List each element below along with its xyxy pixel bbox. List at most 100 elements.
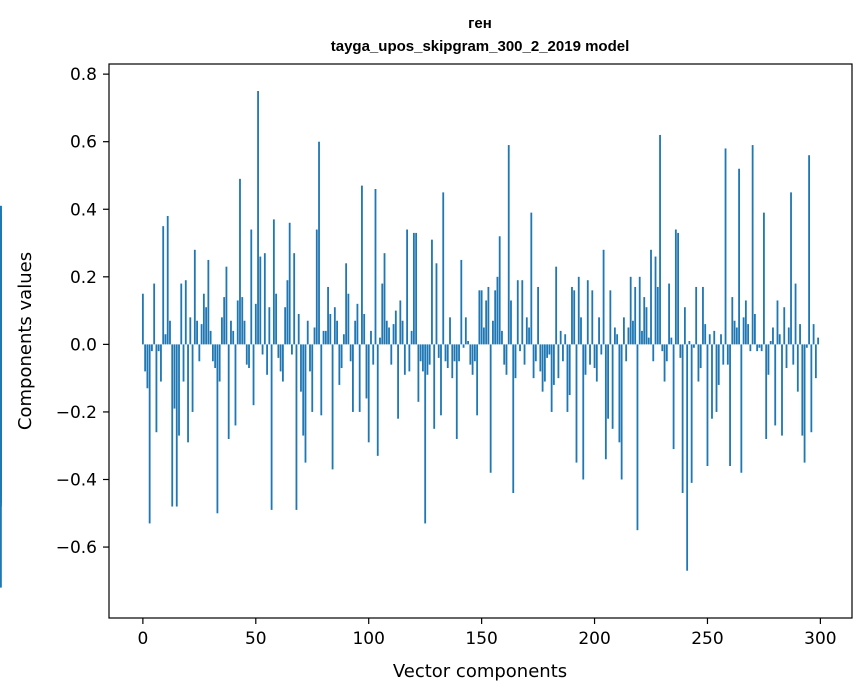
- bar-220: [638, 276, 641, 345]
- bar-99: [365, 344, 368, 399]
- bar-12: [169, 320, 171, 345]
- bar-189: [568, 344, 571, 396]
- bar-199: [591, 290, 594, 345]
- bar-243: [690, 344, 693, 483]
- bar-20: [187, 344, 189, 443]
- bar-206: [607, 344, 609, 419]
- bar-215: [627, 327, 630, 345]
- bar-151: [482, 327, 485, 345]
- bar-256: [720, 334, 722, 345]
- bar-93: [352, 344, 354, 412]
- bar-14: [173, 344, 176, 409]
- bar-239: [681, 344, 684, 494]
- bar-236: [674, 229, 677, 345]
- bar-191: [573, 290, 576, 345]
- bar-123: [419, 344, 422, 362]
- bar-6: [155, 344, 158, 433]
- bar-192: [575, 344, 578, 463]
- bar-55: [266, 344, 268, 375]
- bar-267: [744, 300, 747, 345]
- bar-182: [552, 344, 555, 385]
- bar-271: [753, 313, 756, 345]
- bar-160: [503, 344, 506, 365]
- bar-208: [611, 344, 614, 429]
- bar-270: [751, 145, 754, 345]
- bar-94: [354, 320, 357, 345]
- bar-87: [338, 344, 341, 385]
- bar-11: [166, 216, 169, 345]
- bar-74: [309, 344, 311, 372]
- bar-53: [261, 344, 264, 355]
- bar-152: [485, 300, 488, 345]
- bar-29: [207, 259, 210, 345]
- bar-105: [379, 337, 381, 345]
- bar-295: [808, 155, 810, 345]
- bar-90: [345, 263, 348, 345]
- bar-218: [634, 286, 637, 345]
- bar-34: [218, 344, 221, 382]
- bar-75: [311, 344, 314, 412]
- bar-246: [697, 344, 700, 382]
- bar-225: [650, 249, 652, 345]
- bar-98: [363, 313, 366, 345]
- bar-167: [519, 344, 521, 352]
- bar-91: [347, 293, 350, 345]
- bar-38: [227, 344, 230, 439]
- bar-137: [451, 344, 454, 379]
- bar-223: [645, 307, 648, 345]
- bar-233: [668, 283, 670, 345]
- bar-274: [760, 344, 763, 352]
- bar-214: [625, 344, 628, 362]
- bar-40: [232, 330, 235, 345]
- bar-125: [424, 344, 427, 524]
- bar-291: [799, 324, 801, 345]
- bar-130: [435, 263, 438, 345]
- bar-238: [679, 344, 682, 358]
- bar-184: [557, 344, 560, 379]
- bar-187: [564, 334, 567, 345]
- y-tick-label: 0.2: [70, 268, 97, 288]
- bar-85: [333, 307, 336, 345]
- bar-241: [686, 344, 689, 571]
- bar-79: [320, 344, 323, 416]
- bar-161: [505, 344, 508, 375]
- bar-175: [537, 286, 539, 345]
- bar-80: [322, 330, 325, 345]
- bar-5: [153, 283, 156, 345]
- x-tick-label: 100: [352, 629, 384, 649]
- bar-128: [431, 239, 433, 345]
- bar-115: [401, 320, 404, 345]
- bar-196: [584, 344, 587, 375]
- y-axis-ticks: −0.6 −0.4 −0.2 0.0 0.2 0.4 0.6 0.8: [56, 65, 109, 558]
- y-tick-label: −0.6: [56, 538, 97, 558]
- bar-78: [318, 141, 320, 345]
- bar-42: [236, 300, 239, 345]
- bar-119: [410, 330, 413, 345]
- bar-157: [496, 276, 499, 345]
- bar-245: [695, 286, 698, 345]
- bar-200: [593, 344, 596, 369]
- bar-149: [478, 290, 481, 345]
- bar-111: [392, 324, 395, 345]
- bar-65: [288, 222, 291, 345]
- bar-132: [440, 344, 442, 416]
- bar-263: [735, 327, 738, 345]
- bar-18: [182, 344, 185, 382]
- bar-17: [180, 283, 183, 345]
- bar-188: [566, 344, 569, 412]
- bar-222: [643, 297, 646, 345]
- bar-121: [415, 232, 418, 345]
- bar-276: [765, 344, 768, 439]
- bar-185: [559, 330, 562, 345]
- bar-217: [632, 320, 634, 345]
- bar-118: [408, 344, 411, 372]
- bar-126: [426, 344, 429, 375]
- y-tick-label: 0.4: [70, 200, 97, 220]
- bar-251: [708, 334, 711, 345]
- bar-213: [623, 317, 625, 345]
- bar-30: [209, 330, 212, 345]
- bar-298: [814, 344, 817, 379]
- bar-177: [541, 344, 544, 392]
- bar-46: [245, 344, 248, 365]
